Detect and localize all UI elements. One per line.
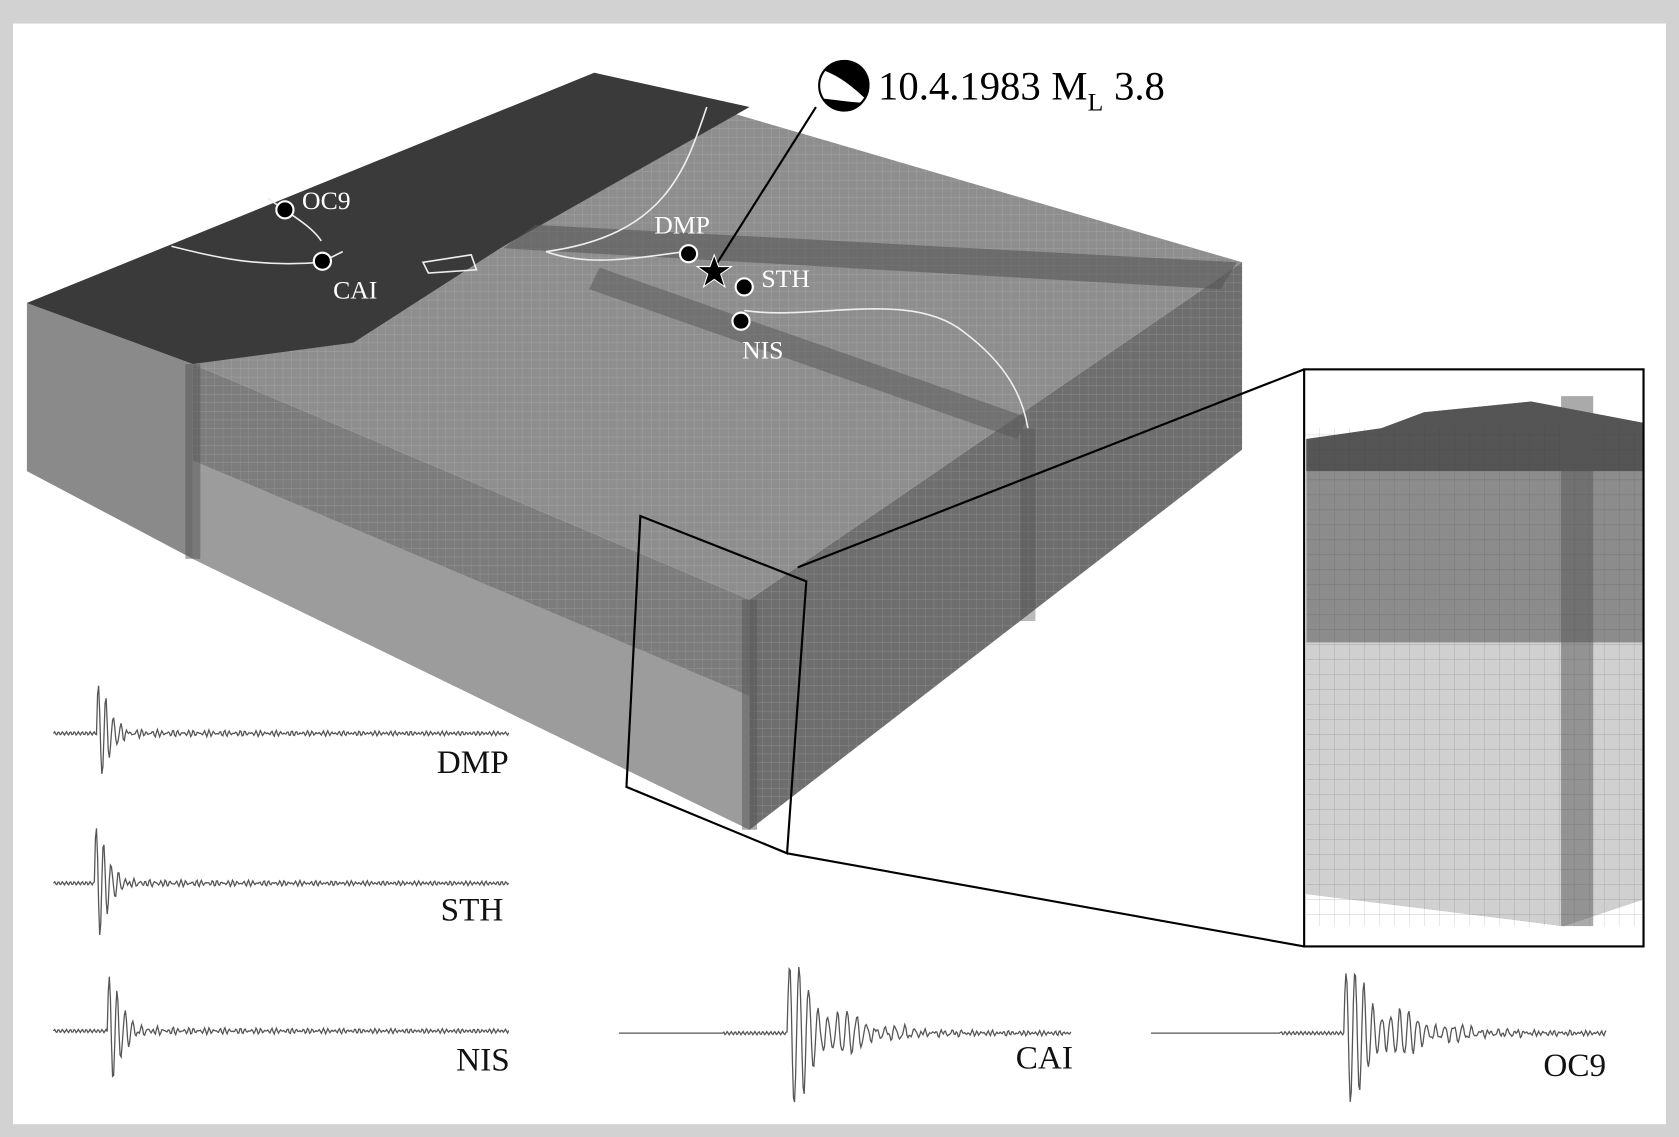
station-marker xyxy=(732,313,749,330)
event-date: 10.4.1983 xyxy=(878,64,1041,109)
station-label: CAI xyxy=(333,276,377,305)
waveform-label: CAI xyxy=(1016,1039,1073,1076)
waveform-label: OC9 xyxy=(1543,1047,1606,1084)
station-marker xyxy=(276,201,293,218)
page: 10.4.1983ML 3.8 OC9 CAI DMP STH NIS DMP S… xyxy=(0,0,1679,1137)
station-marker xyxy=(314,253,331,270)
station-label: OC9 xyxy=(302,186,351,215)
waveform-label: DMP xyxy=(437,744,509,781)
figure: 10.4.1983ML 3.8 OC9 CAI DMP STH NIS DMP S… xyxy=(0,0,1679,1137)
magnitude: 3.8 xyxy=(1114,64,1165,109)
inset-column xyxy=(1561,396,1593,926)
station-label: DMP xyxy=(654,210,710,239)
inset xyxy=(1304,369,1643,946)
magnitude-subscript: L xyxy=(1088,87,1104,116)
waveform-label: NIS xyxy=(456,1042,509,1079)
magnitude-symbol: M xyxy=(1051,64,1087,109)
station-label: NIS xyxy=(742,336,783,365)
station-label: STH xyxy=(761,264,810,293)
station-marker xyxy=(736,278,753,295)
waveform-label: STH xyxy=(441,892,504,929)
station-marker xyxy=(680,245,697,262)
